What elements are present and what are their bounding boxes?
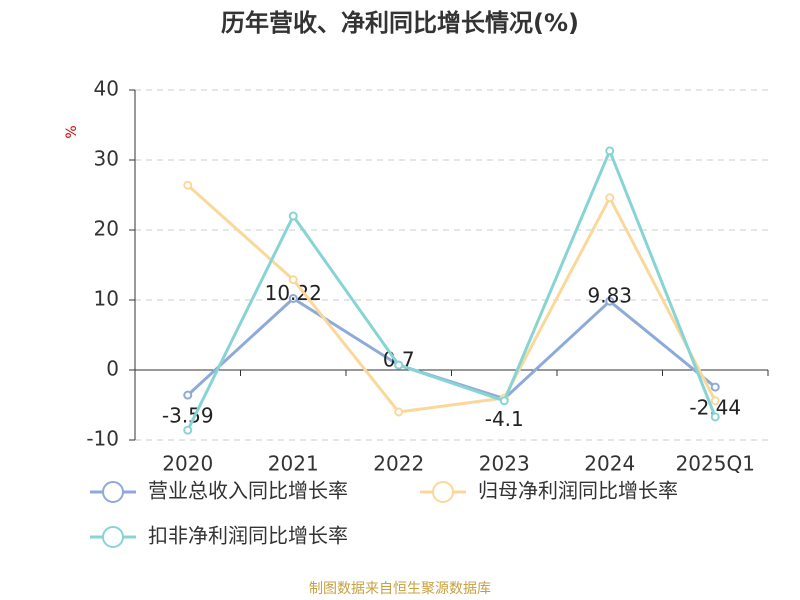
series-line	[186, 146, 717, 431]
legend-marker	[102, 526, 124, 548]
data-label: 9.83	[587, 284, 632, 308]
point	[288, 211, 298, 221]
data-label: 10.22	[265, 281, 322, 305]
point	[183, 390, 193, 400]
point	[394, 407, 404, 417]
y-tick-label: 10	[94, 287, 119, 311]
y-axis-label: %	[64, 125, 80, 138]
point	[288, 293, 298, 303]
x-tick-label: 2020	[162, 452, 213, 476]
point	[605, 296, 615, 306]
source-note: 制图数据来自恒生聚源数据库	[309, 581, 491, 597]
y-tick-label: 0	[106, 357, 119, 381]
data-label: -3.59	[162, 404, 214, 428]
x-tick-label: 2024	[584, 452, 635, 476]
legend-label: 扣非净利润同比增长率	[148, 524, 348, 548]
point	[605, 146, 615, 156]
series-line	[186, 184, 717, 414]
point	[710, 382, 720, 392]
data-label: -4.1	[485, 407, 524, 431]
legend-marker	[102, 481, 124, 503]
point	[605, 193, 615, 203]
point	[183, 180, 193, 190]
legend-label: 归母净利润同比增长率	[478, 479, 678, 503]
point	[288, 275, 298, 285]
y-tick-label: 20	[94, 217, 119, 241]
x-tick-label: 2021	[268, 452, 319, 476]
point	[183, 425, 193, 435]
x-tick-label: 2023	[479, 452, 530, 476]
point	[710, 396, 720, 406]
y-tick-label: 40	[94, 77, 119, 101]
legend-marker	[432, 481, 454, 503]
point	[499, 396, 509, 406]
point	[394, 360, 404, 370]
chart-title: 历年营收、净利同比增长情况(%)	[221, 9, 579, 37]
legend-label: 营业总收入同比增长率	[148, 479, 348, 503]
y-tick-label: -10	[86, 427, 119, 451]
x-tick-label: 2025Q1	[676, 452, 755, 476]
point	[710, 412, 720, 422]
x-tick-label: 2022	[373, 452, 424, 476]
y-tick-label: 30	[94, 147, 119, 171]
